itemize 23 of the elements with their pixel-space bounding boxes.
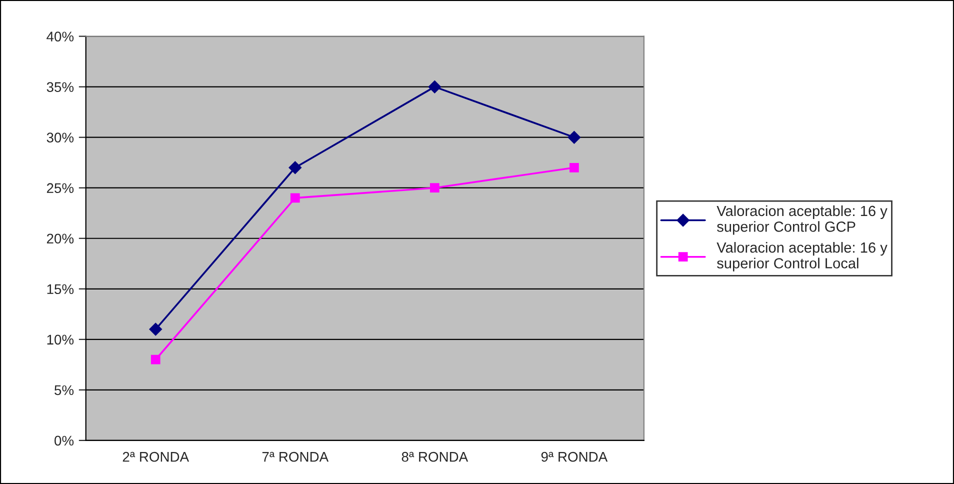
point [288,161,302,174]
point [150,354,160,364]
y-tick-label: 20% [46,234,74,244]
y-tick-label: 25% [46,183,74,194]
x-tick-label: 9ª RONDA [541,452,608,462]
point [290,193,300,203]
y-tick-label: 40% [46,32,74,42]
x-tick-label: 7ª RONDA [262,452,329,462]
point [430,183,440,193]
y-tick-label: 10% [47,334,74,345]
y-tick-label: 30% [46,132,74,143]
point [149,322,162,336]
y-tick-label: 15% [47,284,74,294]
y-tick-label: 0% [54,436,74,446]
legend-label: Valoracion aceptable: 16 y superior Control Local [716,242,888,272]
y-tick-label: 35% [46,82,74,92]
point [428,80,442,94]
point [568,130,581,144]
legend-label: Valoracion aceptable: 16 y superior Control GCP [716,205,888,235]
x-tick-label: 2ª RONDA [122,452,190,462]
point [570,162,579,172]
y-tick-label: 5% [54,385,74,396]
x-tick-label: 8ª RONDA [402,452,468,462]
